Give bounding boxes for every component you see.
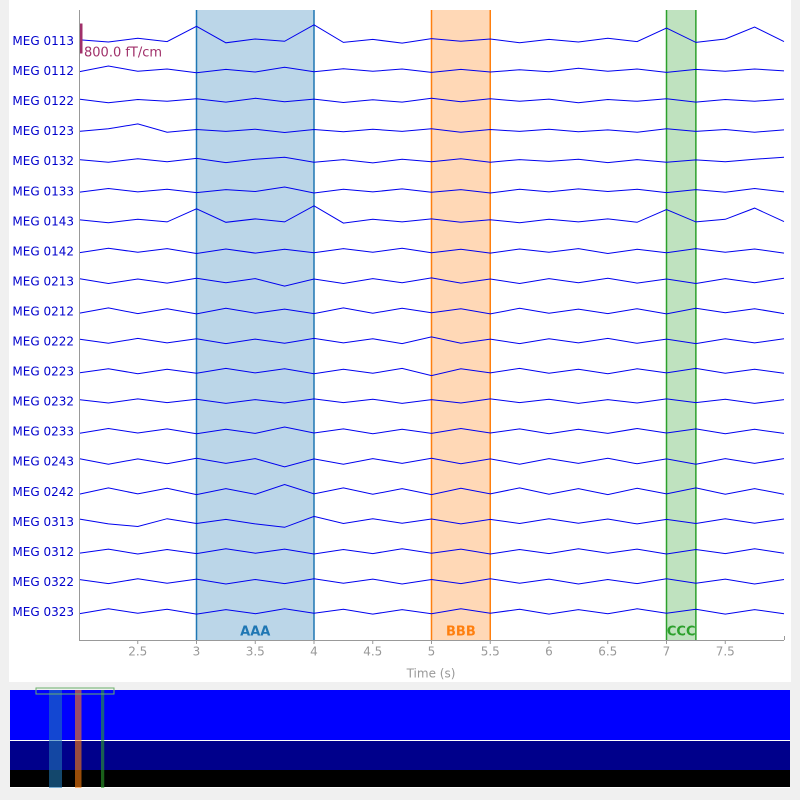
trace xyxy=(78,608,785,615)
annotation-span xyxy=(666,10,696,640)
x-tick-label: 2.5 xyxy=(128,645,147,659)
trace xyxy=(78,457,785,468)
channel-label: MEG 0322 xyxy=(12,575,74,589)
trace xyxy=(78,65,785,74)
annotation-label: CCC xyxy=(667,625,696,640)
trace xyxy=(78,186,785,194)
x-tick-label: 4.5 xyxy=(363,645,382,659)
scale-bar-label: 800.0 fT/cm xyxy=(84,46,162,61)
trace xyxy=(78,97,785,104)
annotation-label: AAA xyxy=(240,625,270,640)
channel-label: MEG 0232 xyxy=(12,395,74,409)
overview-band-mid xyxy=(10,740,790,770)
annotation-span xyxy=(196,10,314,640)
overview-annotation xyxy=(75,690,82,788)
trace xyxy=(78,307,785,315)
channel-label: MEG 0113 xyxy=(12,34,74,48)
trace xyxy=(78,247,785,255)
trace xyxy=(78,336,785,345)
channel-label: MEG 0213 xyxy=(12,274,74,288)
trace xyxy=(78,156,785,164)
overview-band-bottom xyxy=(10,770,790,788)
x-tick-label: 4 xyxy=(310,645,318,659)
x-tick-label: 5 xyxy=(428,645,436,659)
channel-label: MEG 0242 xyxy=(12,485,74,499)
channel-label: MEG 0233 xyxy=(12,425,74,439)
channel-label: MEG 0313 xyxy=(12,515,74,529)
channel-label: MEG 0243 xyxy=(12,455,74,469)
channel-label: MEG 0123 xyxy=(12,124,74,138)
trace xyxy=(78,123,785,134)
trace xyxy=(78,398,785,404)
x-tick-label: 6.5 xyxy=(598,645,617,659)
channel-label: MEG 0212 xyxy=(12,304,74,318)
trace xyxy=(78,426,785,435)
channel-label: MEG 0323 xyxy=(12,605,74,619)
overview-annotation xyxy=(49,690,62,788)
channel-label: MEG 0122 xyxy=(12,94,74,108)
overview-view-window xyxy=(35,687,115,695)
annotation-span xyxy=(431,10,491,640)
x-tick-label: 5.5 xyxy=(481,645,500,659)
trace xyxy=(78,24,785,44)
channel-label: MEG 0143 xyxy=(12,214,74,228)
channel-label: MEG 0132 xyxy=(12,154,74,168)
channel-label: MEG 0312 xyxy=(12,545,74,559)
x-tick-label: 7.5 xyxy=(716,645,735,659)
trace xyxy=(78,483,785,496)
trace xyxy=(78,277,785,287)
overview-band-top xyxy=(10,690,790,740)
x-tick-label: 3.5 xyxy=(246,645,265,659)
channel-label: MEG 0222 xyxy=(12,335,74,349)
x-tick-label: 7 xyxy=(663,645,671,659)
annotation-label: BBB xyxy=(446,625,476,640)
channel-label: MEG 0133 xyxy=(12,184,74,198)
trace xyxy=(78,205,785,224)
channel-label: MEG 0223 xyxy=(12,365,74,379)
channel-label: MEG 0142 xyxy=(12,244,74,258)
x-axis-label: Time (s) xyxy=(406,667,456,681)
x-tick-label: 3 xyxy=(193,645,201,659)
trace xyxy=(78,578,785,585)
trace xyxy=(78,515,785,528)
x-tick-label: 6 xyxy=(545,645,553,659)
overview-annotation xyxy=(101,690,105,788)
trace xyxy=(78,367,785,377)
trace xyxy=(78,548,785,555)
channel-label: MEG 0112 xyxy=(12,64,74,78)
